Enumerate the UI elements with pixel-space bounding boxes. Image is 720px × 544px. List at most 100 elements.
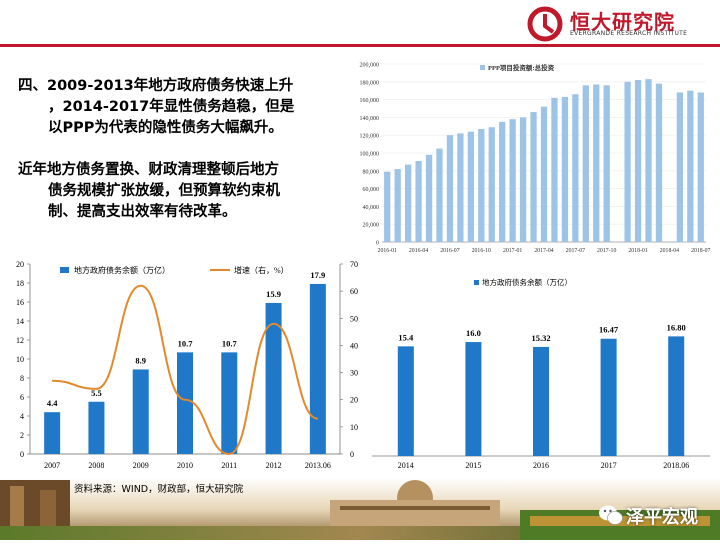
brand-logo-block: 恒大研究院 EVERGRANDE RESEARCH INSTITUTE: [527, 6, 717, 42]
legend-swatch: [474, 280, 479, 285]
wechat-account-name: 泽平宏观: [626, 507, 698, 528]
ppp-bar: [687, 90, 694, 242]
balance-bar: [397, 346, 414, 456]
x-tick-label: 2008: [88, 461, 104, 470]
left-y-tick-label: 18: [16, 279, 24, 288]
x-tick-label: 2013.06: [305, 461, 331, 470]
evergrande-logo-icon: [527, 6, 563, 42]
ppp-legend-swatch: [480, 65, 485, 70]
ppp-y-tick-label: 120,000: [360, 134, 380, 140]
footer-banner: [0, 470, 720, 540]
legend-label: 地方政府债务余额（万亿）: [482, 277, 572, 287]
paragraph-2-line-1: 近年地方债务置换、财政清理整顿后地方: [18, 162, 279, 178]
balance-bar: [533, 346, 549, 456]
ppp-bar: [457, 133, 464, 242]
brand-subtitle: EVERGRANDE RESEARCH INSTITUTE: [570, 30, 688, 37]
ppp-x-tick-label: 2018-07: [691, 248, 710, 254]
ppp-bar: [655, 83, 663, 242]
header-divider: [0, 44, 720, 47]
paragraph-1-line-2: ，2014-2017年显性债务趋稳，但是: [48, 99, 295, 115]
ppp-x-tick-label: 2016-01: [378, 248, 397, 254]
ppp-bar: [509, 119, 516, 242]
left-y-tick-label: 8: [20, 374, 24, 383]
ppp-bar: [530, 112, 537, 242]
ppp-bar: [572, 94, 579, 242]
paragraph-2-line-3: 制、提高支出效率有待改革。: [48, 204, 237, 220]
ppp-y-tick-label: 200,000: [360, 63, 380, 69]
balance-bar: [600, 338, 617, 456]
legend-label-growth: 增速（右，%）: [234, 265, 289, 275]
ppp-bar: [582, 85, 589, 242]
balance-bar-data-label: 15.32: [531, 333, 550, 343]
debt-bar-data-label: 5.5: [91, 388, 102, 398]
right-y-tick-label: 10: [350, 423, 358, 432]
ppp-y-tick-label: 140,000: [360, 116, 380, 122]
ppp-bar: [467, 131, 474, 242]
x-tick-label: 2016: [533, 461, 549, 470]
x-tick-label: 2018.06: [663, 461, 689, 470]
ppp-x-tick-label: 2016-10: [472, 248, 491, 254]
right-y-tick-label: 40: [350, 341, 358, 350]
ppp-bar: [561, 96, 569, 243]
legend-label-balance: 地方政府债务余额（万亿）: [74, 265, 170, 275]
wechat-icon: [599, 505, 623, 525]
ppp-x-tick-label: 2016-07: [440, 248, 459, 254]
debt-bar: [177, 352, 193, 454]
x-tick-label: 2015: [465, 461, 481, 470]
x-tick-label: 2010: [177, 461, 193, 470]
debt-bar-data-label: 17.9: [310, 270, 325, 280]
right-y-tick-label: 20: [350, 396, 358, 405]
ppp-x-tick-label: 2017-01: [503, 248, 522, 254]
legend-swatch-balance: [60, 267, 69, 273]
ppp-bar: [425, 154, 433, 242]
balance-bar: [465, 342, 482, 456]
ppp-x-tick-label: 2018-01: [628, 248, 647, 254]
ppp-y-tick-label: 20,000: [363, 223, 380, 229]
debt-bar: [88, 401, 105, 454]
ppp-y-tick-label: 100,000: [360, 152, 380, 158]
paragraph-1-line-1: 四、2009-2013年地方政府债务快速上升: [18, 78, 294, 94]
x-tick-label: 2007: [44, 461, 60, 470]
balance-bar-data-label: 15.4: [398, 332, 414, 342]
balance-bar-data-label: 16.47: [599, 325, 619, 335]
left-y-tick-label: 12: [16, 336, 24, 345]
ppp-y-tick-label: 40,000: [363, 205, 380, 211]
left-y-tick-label: 16: [16, 298, 24, 307]
balance-bar-data-label: 16.0: [466, 328, 481, 338]
debt-growth-chart: 0 2 4 6 8 10 12 14 16 18 20 0 10 20 30 40 50 60 70 4.4 2007 5…: [0, 256, 366, 476]
debt-bar: [309, 283, 326, 454]
data-source-note: 资料来源：WIND，财政部，恒大研究院: [74, 484, 244, 495]
right-y-tick-label: 70: [350, 260, 358, 269]
right-y-tick-label: 60: [350, 287, 358, 296]
right-y-tick-label: 50: [350, 314, 358, 323]
ppp-chart-svg: 0 20,000 40,000 60,000 80,000 100,000 120,000 1…: [342, 56, 714, 260]
ppp-y-tick-label: 0: [376, 241, 379, 247]
ppp-bar: [540, 106, 548, 242]
ppp-y-tick-label: 80,000: [363, 169, 380, 175]
ppp-y-tick-label: 180,000: [360, 80, 380, 86]
ppp-bar: [404, 164, 412, 242]
debt-bar: [221, 352, 238, 454]
ppp-bar: [634, 80, 642, 242]
ppp-bar: [645, 79, 652, 242]
ppp-bar: [676, 92, 684, 242]
paragraph-2-line-2: 债务规模扩张放缓，但预算软约束机: [48, 183, 280, 199]
debt-bar-data-label: 4.4: [47, 398, 58, 408]
debt-balance-chart-svg: 15.4 2014 16.0 2015 15.32 2016 16.47 2017 16.80 2…: [372, 277, 710, 470]
ppp-y-tick-label: 160,000: [360, 98, 380, 104]
x-tick-label: 2009: [133, 461, 149, 470]
left-y-tick-label: 14: [16, 317, 24, 326]
debt-bar: [44, 412, 61, 454]
ppp-bar: [478, 128, 485, 242]
debt-bar-data-label: 15.9: [266, 289, 281, 299]
ppp-bar: [394, 169, 401, 242]
ppp-legend-label: PPP项目投资额:总投资: [488, 63, 555, 72]
balance-bar-data-label: 16.80: [667, 322, 686, 332]
ppp-x-tick-label: 2017-10: [597, 248, 616, 254]
header-bar: 恒大研究院 EVERGRANDE RESEARCH INSTITUTE: [0, 0, 720, 44]
paragraph-1-line-3: 以PPP为代表的隐性债务大幅飙升。: [48, 120, 283, 136]
left-y-tick-label: 10: [16, 355, 24, 364]
ppp-y-tick-label: 60,000: [363, 187, 380, 193]
ppp-bar: [488, 127, 495, 242]
debt-bar-data-label: 10.7: [178, 338, 194, 348]
